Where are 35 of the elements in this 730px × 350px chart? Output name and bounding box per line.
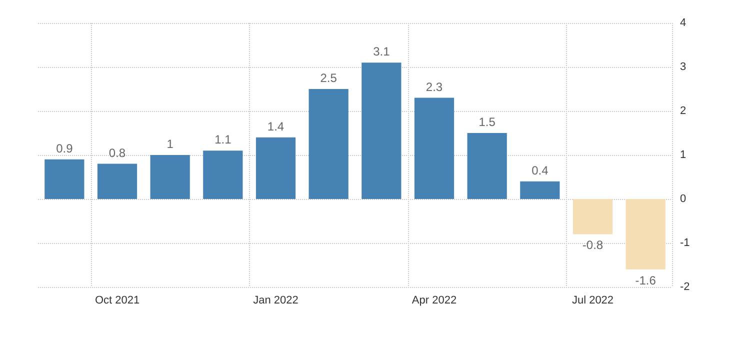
bar: [626, 199, 666, 270]
y-tick-label: -2: [680, 281, 690, 293]
data-label: -0.8: [582, 238, 604, 252]
data-label: 1.5: [478, 115, 496, 129]
bar: [44, 159, 84, 199]
x-tick-label: Jan 2022: [253, 294, 298, 306]
bar: [414, 98, 454, 199]
y-tick-label: 3: [680, 61, 686, 73]
y-tick-label: 1: [680, 149, 686, 161]
data-label: 0.4: [532, 163, 549, 178]
data-label: 1: [166, 137, 174, 151]
data-label: 0.8: [108, 146, 126, 160]
y-tick-label: 2: [680, 105, 686, 117]
data-label: 0.9: [56, 141, 74, 156]
bar: [150, 155, 190, 199]
data-label: 1.4: [267, 119, 284, 134]
y-tick-label: 0: [680, 193, 686, 205]
x-tick-label: Oct 2021: [94, 294, 140, 306]
data-label: 1.1: [214, 132, 232, 147]
bar: [572, 199, 613, 234]
x-tick-label: Apr 2022: [412, 294, 457, 306]
bar: [467, 133, 507, 199]
x-tick-label: Jul 2022: [572, 294, 614, 306]
bar: [256, 137, 296, 199]
y-tick-label: 4: [680, 17, 686, 29]
data-label: 2.3: [426, 80, 443, 94]
data-label: 2.5: [320, 71, 338, 85]
bar: [97, 164, 138, 199]
bar: [520, 181, 560, 199]
bar: [362, 62, 402, 199]
data-label: 3.1: [373, 44, 390, 59]
y-tick-label: -1: [680, 237, 690, 249]
bar: [203, 150, 243, 199]
bar: [308, 89, 348, 199]
data-label: -1.6: [635, 273, 656, 288]
